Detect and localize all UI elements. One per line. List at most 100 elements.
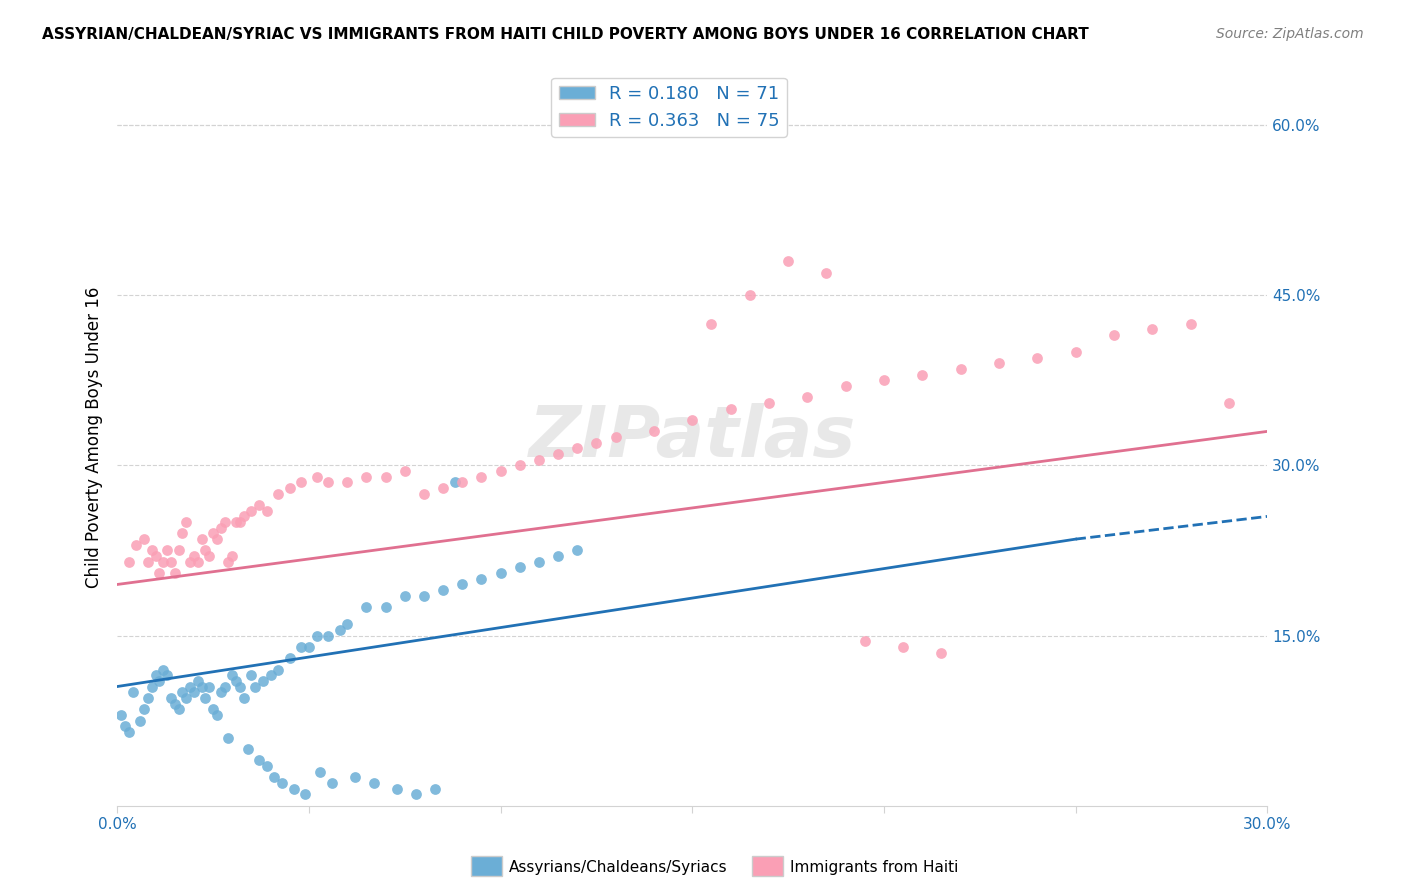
Text: Assyrians/Chaldeans/Syriacs: Assyrians/Chaldeans/Syriacs: [509, 860, 727, 874]
Point: [1180, 317, 1202, 331]
Point: [160, 555, 183, 569]
Point: [256, 504, 278, 518]
Point: [412, 589, 434, 603]
Point: [247, 753, 270, 767]
Point: [758, 396, 780, 410]
Point: [931, 646, 953, 660]
Point: [405, 787, 427, 801]
Point: [470, 572, 492, 586]
Point: [1218, 396, 1240, 410]
Point: [451, 577, 474, 591]
Point: [263, 770, 285, 784]
Point: [271, 776, 294, 790]
Point: [316, 628, 339, 642]
Point: [1026, 351, 1049, 365]
Point: [179, 680, 201, 694]
Point: [198, 549, 221, 563]
Point: [290, 475, 312, 490]
Point: [148, 566, 170, 581]
Point: [167, 543, 190, 558]
Point: [110, 707, 132, 722]
Text: ASSYRIAN/CHALDEAN/SYRIAC VS IMMIGRANTS FROM HAITI CHILD POVERTY AMONG BOYS UNDER: ASSYRIAN/CHALDEAN/SYRIAC VS IMMIGRANTS F…: [42, 27, 1088, 42]
Point: [259, 668, 281, 682]
Point: [205, 707, 228, 722]
Text: Source: ZipAtlas.com: Source: ZipAtlas.com: [1216, 27, 1364, 41]
Point: [834, 379, 856, 393]
Point: [145, 549, 167, 563]
Point: [190, 532, 212, 546]
Point: [202, 702, 225, 716]
Point: [316, 475, 339, 490]
Point: [343, 770, 366, 784]
Point: [148, 673, 170, 688]
Point: [156, 543, 179, 558]
Point: [321, 776, 343, 790]
Point: [187, 555, 209, 569]
Point: [432, 481, 454, 495]
Point: [278, 651, 301, 665]
Point: [356, 600, 378, 615]
Point: [283, 781, 305, 796]
Point: [202, 526, 225, 541]
Point: [853, 634, 876, 648]
Point: [527, 452, 550, 467]
Point: [267, 487, 290, 501]
Point: [229, 680, 252, 694]
Point: [187, 673, 209, 688]
Point: [214, 515, 236, 529]
Y-axis label: Child Poverty Among Boys Under 16: Child Poverty Among Boys Under 16: [86, 286, 103, 588]
Point: [489, 566, 512, 581]
Point: [1064, 345, 1087, 359]
Point: [356, 469, 378, 483]
Point: [305, 469, 328, 483]
Point: [141, 680, 163, 694]
Point: [700, 317, 723, 331]
Point: [252, 673, 274, 688]
Point: [172, 526, 194, 541]
Point: [179, 555, 201, 569]
Point: [236, 742, 259, 756]
Point: [232, 509, 254, 524]
Point: [183, 549, 205, 563]
Point: [547, 549, 569, 563]
Point: [174, 690, 197, 705]
Point: [385, 781, 408, 796]
Legend: R = 0.180   N = 71, R = 0.363   N = 75: R = 0.180 N = 71, R = 0.363 N = 75: [551, 78, 787, 137]
Point: [152, 663, 174, 677]
Point: [194, 543, 217, 558]
Point: [209, 685, 232, 699]
Point: [198, 680, 221, 694]
Point: [394, 589, 416, 603]
Point: [245, 680, 267, 694]
Point: [643, 425, 665, 439]
Text: Immigrants from Haiti: Immigrants from Haiti: [790, 860, 959, 874]
Point: [738, 288, 761, 302]
Point: [152, 555, 174, 569]
Point: [681, 413, 703, 427]
Point: [221, 668, 243, 682]
Point: [125, 538, 148, 552]
Point: [547, 447, 569, 461]
Point: [221, 549, 243, 563]
Text: ZIPatlas: ZIPatlas: [529, 402, 856, 472]
Point: [163, 566, 186, 581]
Point: [136, 555, 159, 569]
Point: [217, 555, 239, 569]
Point: [183, 685, 205, 699]
Point: [305, 628, 328, 642]
Point: [527, 555, 550, 569]
Point: [118, 725, 141, 739]
Point: [156, 668, 179, 682]
Point: [247, 498, 270, 512]
Point: [509, 560, 531, 574]
Point: [1102, 328, 1125, 343]
Point: [160, 690, 183, 705]
Point: [167, 702, 190, 716]
Point: [145, 668, 167, 682]
Point: [567, 442, 589, 456]
Point: [217, 731, 239, 745]
Point: [205, 532, 228, 546]
Point: [873, 373, 896, 387]
Point: [194, 690, 217, 705]
Point: [911, 368, 934, 382]
